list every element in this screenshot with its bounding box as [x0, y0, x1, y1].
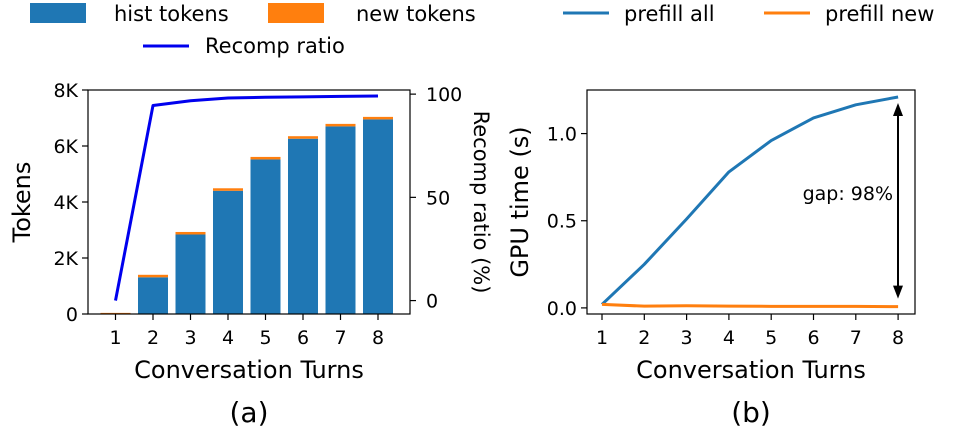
axes-frame-b	[586, 89, 916, 315]
x-tick-label: 1	[109, 327, 121, 349]
prefill-all-series	[600, 95, 899, 306]
x-tick-label: 8	[372, 327, 384, 349]
x-ticks-b: 1 2 3 4 5 6 7 8	[596, 314, 904, 349]
x-tick-label: 2	[638, 327, 650, 349]
bar-new-tokens	[175, 231, 206, 235]
panel-label-a: (a)	[229, 396, 268, 429]
legend-label-new-tokens: new tokens	[356, 2, 476, 26]
bar-new-tokens	[250, 156, 281, 160]
bar-new-tokens	[363, 116, 393, 120]
axes-frame-a	[87, 89, 411, 315]
y-ticks-a: 0 2K 4K 6K 8K	[53, 80, 88, 326]
legend-label-recomp-ratio: Recomp ratio	[205, 34, 345, 58]
x-tick-label: 3	[184, 327, 196, 349]
y-ticks-b: 0.0 0.5 1.0	[547, 124, 587, 320]
prefill-new-series	[601, 302, 899, 309]
bar-hist-tokens	[363, 119, 393, 315]
legend-right: prefill all prefill new	[563, 2, 934, 26]
x-tick-label: 4	[723, 327, 735, 349]
bars-a	[100, 116, 393, 315]
y-axis-label-b: GPU time (s)	[506, 126, 534, 277]
y2-ticks-a: 0 50 100	[410, 84, 462, 313]
bar-new-tokens	[213, 188, 243, 191]
bar-hist-tokens	[175, 234, 206, 314]
y-tick-label: 8K	[53, 80, 78, 102]
bar-hist-tokens	[288, 138, 318, 314]
bar-hist-tokens	[213, 190, 243, 314]
bar-new-tokens	[138, 274, 168, 278]
x-ticks-a: 1 2 3 4 5 6 7 8	[109, 314, 384, 349]
gap-arrow-head-top	[893, 102, 903, 116]
x-axis-label-b: Conversation Turns	[636, 356, 866, 384]
legend-label-hist-tokens: hist tokens	[114, 2, 229, 26]
bar-hist-tokens	[138, 277, 168, 314]
bar-hist-tokens	[325, 126, 356, 315]
legend-left: hist tokens new tokens Recomp ratio	[30, 2, 476, 58]
gap-arrow-head-bottom	[893, 285, 903, 299]
x-tick-label: 1	[596, 327, 608, 349]
y2-tick-label: 50	[426, 187, 450, 209]
legend-label-prefill-new: prefill new	[825, 2, 934, 26]
y2-tick-label: 0	[426, 291, 438, 313]
y-tick-label: 0	[66, 304, 78, 326]
legend-label-prefill-all: prefill all	[624, 2, 715, 26]
x-tick-label: 4	[222, 327, 234, 349]
bar-hist-tokens	[250, 159, 281, 314]
gap-annotation: gap: 98%	[803, 102, 903, 299]
x-tick-label: 7	[334, 327, 346, 349]
y-tick-label: 0.5	[547, 211, 577, 233]
y-tick-label: 4K	[53, 192, 78, 214]
y2-tick-label: 100	[426, 84, 462, 106]
y-tick-label: 2K	[53, 248, 78, 270]
y-tick-label: 6K	[53, 136, 78, 158]
x-tick-label: 2	[147, 327, 159, 349]
x-tick-label: 6	[297, 327, 309, 349]
bar-new-tokens	[325, 123, 356, 127]
x-tick-label: 5	[765, 327, 777, 349]
panel-label-b: (b)	[731, 396, 771, 429]
legend-swatch-hist-tokens	[30, 3, 86, 23]
recomp-ratio-line	[114, 94, 379, 301]
x-tick-label: 7	[850, 327, 862, 349]
x-tick-label: 8	[892, 327, 904, 349]
x-tick-label: 5	[259, 327, 271, 349]
bar-new-tokens	[288, 136, 318, 139]
panel-b: 1 2 3 4 5 6 7 8 0.0 0.5 1.0 gap: 98% Conversation…	[506, 89, 916, 429]
x-tick-label: 3	[681, 327, 693, 349]
recomp-ratio-series	[114, 94, 379, 301]
y2-axis-label-a: Recomp ratio (%)	[469, 111, 493, 294]
legend-swatch-new-tokens	[268, 3, 324, 23]
y-tick-label: 1.0	[547, 124, 577, 146]
lines-b	[600, 95, 899, 309]
x-axis-label-a: Conversation Turns	[134, 356, 364, 384]
y-axis-label-a: Tokens	[8, 162, 36, 244]
gap-label: gap: 98%	[803, 183, 893, 205]
panel-a: 1 2 3 4 5 6 7 8 0 2K 4K 6K 8K 0 50 100 Conversation T…	[8, 80, 493, 429]
y-tick-label: 0.0	[547, 298, 577, 320]
x-tick-label: 6	[807, 327, 819, 349]
